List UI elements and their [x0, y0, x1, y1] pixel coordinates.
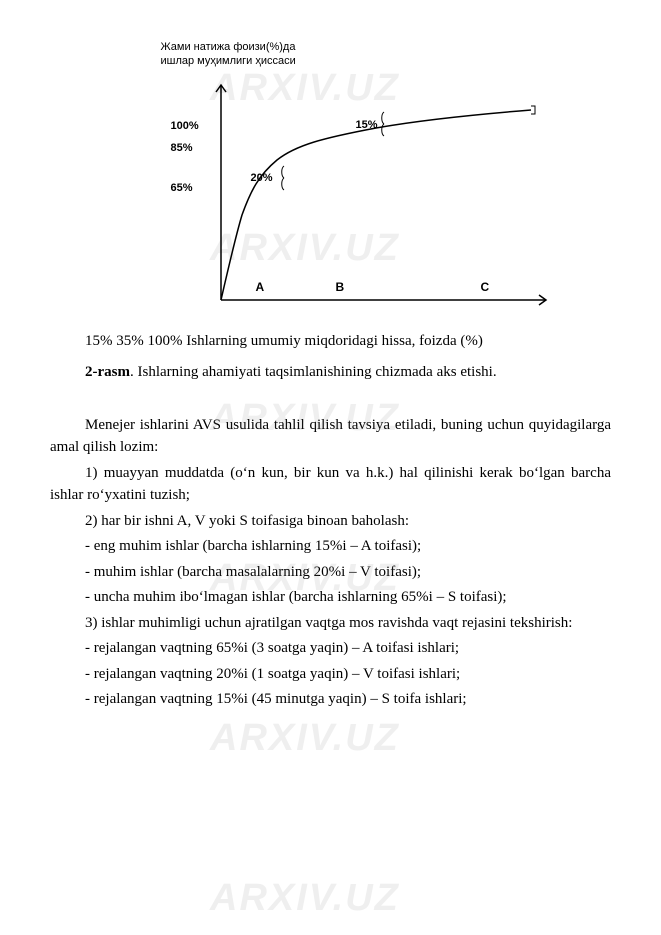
bullet-2c: - uncha muhim iboʻlmagan ishlar (barcha … [50, 586, 611, 609]
figure-caption-rest: . Ishlarning ahamiyati taqsimlanishining… [130, 364, 497, 380]
list-item-3: 3) ishlar muhimligi uchun ajratilgan vaq… [50, 612, 611, 635]
bullet-3a: - rejalangan vaqtning 65%i (3 soatga yaq… [50, 637, 611, 660]
figure-caption-label: 2-rasm [85, 364, 130, 380]
y-tick-100: 100% [171, 118, 199, 135]
x-cat-b: B [336, 278, 345, 296]
x-axis-caption: 15% 35% 100% Ishlarning umumiy miqdorida… [50, 330, 611, 353]
y-tick-85: 85% [171, 140, 193, 157]
x-cat-a: A [256, 278, 265, 296]
figure-caption: 2-rasm. Ishlarning ahamiyati taqsimlanis… [50, 361, 611, 384]
seg-label-20: 20% [251, 170, 273, 187]
intro-paragraph: Menejer ishlarini AVS usulida tahlil qil… [50, 414, 611, 459]
importance-chart: Жами натижа фоизи(%)да ишлар муҳимлиги ҳ… [101, 40, 561, 320]
watermark: ARXIV.UZ [210, 870, 400, 927]
seg-label-15: 15% [356, 117, 378, 134]
bullet-2b: - muhim ishlar (barcha masalalarning 20%… [50, 561, 611, 584]
bullet-3b: - rejalangan vaqtning 20%i (1 soatga yaq… [50, 663, 611, 686]
list-item-2: 2) har bir ishni A, V yoki S toifasiga b… [50, 510, 611, 533]
chart-svg [101, 40, 561, 320]
bullet-3c: - rejalangan vaqtning 15%i (45 minutga y… [50, 688, 611, 711]
y-tick-65: 65% [171, 180, 193, 197]
list-item-1: 1) muayyan muddatda (oʻn kun, bir kun va… [50, 462, 611, 507]
bullet-2a: - eng muhim ishlar (barcha ishlarning 15… [50, 535, 611, 558]
x-cat-c: C [481, 278, 490, 296]
watermark: ARXIV.UZ [210, 710, 400, 767]
